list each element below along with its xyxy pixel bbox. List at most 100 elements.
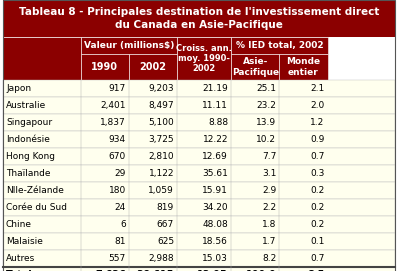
Text: Autres: Autres bbox=[6, 254, 35, 263]
Text: 0.7: 0.7 bbox=[310, 254, 325, 263]
Bar bbox=[231, 54, 279, 80]
Bar bbox=[81, 37, 177, 54]
Text: 15.03: 15.03 bbox=[202, 254, 228, 263]
Text: 3,725: 3,725 bbox=[148, 135, 174, 144]
Text: 7,636: 7,636 bbox=[95, 270, 126, 271]
Text: 21.19: 21.19 bbox=[203, 84, 228, 93]
Bar bbox=[129, 54, 177, 80]
Text: 1,837: 1,837 bbox=[100, 118, 126, 127]
Text: Indonésie: Indonésie bbox=[6, 135, 50, 144]
Text: 12.22: 12.22 bbox=[203, 135, 228, 144]
Bar bbox=[3, 114, 395, 131]
Text: 0.3: 0.3 bbox=[310, 169, 325, 178]
Bar bbox=[3, 267, 395, 271]
Bar bbox=[3, 37, 81, 80]
Text: 25.1: 25.1 bbox=[256, 84, 276, 93]
Text: Total: Total bbox=[6, 270, 33, 271]
Text: 557: 557 bbox=[109, 254, 126, 263]
Text: 15.91: 15.91 bbox=[202, 186, 228, 195]
Text: Malaisie: Malaisie bbox=[6, 237, 43, 246]
Bar bbox=[3, 80, 395, 97]
Text: 2,810: 2,810 bbox=[148, 152, 174, 161]
Text: 34.20: 34.20 bbox=[203, 203, 228, 212]
Text: 1,122: 1,122 bbox=[148, 169, 174, 178]
Text: 2,401: 2,401 bbox=[100, 101, 126, 110]
Bar bbox=[177, 37, 231, 80]
Text: Asie-
Pacifique: Asie- Pacifique bbox=[232, 57, 279, 77]
Text: 36,615: 36,615 bbox=[137, 270, 174, 271]
Text: 9,203: 9,203 bbox=[148, 84, 174, 93]
Bar bbox=[3, 233, 395, 250]
Text: Monde
entier: Monde entier bbox=[287, 57, 320, 77]
Text: 670: 670 bbox=[109, 152, 126, 161]
Text: Australie: Australie bbox=[6, 101, 46, 110]
Bar bbox=[231, 37, 328, 54]
Bar bbox=[279, 54, 328, 80]
Text: 625: 625 bbox=[157, 237, 174, 246]
Text: Tableau 8 - Principales destination de l'investissement direct
du Canada en Asie: Tableau 8 - Principales destination de l… bbox=[19, 7, 379, 30]
Text: Corée du Sud: Corée du Sud bbox=[6, 203, 67, 212]
Text: 81: 81 bbox=[114, 237, 126, 246]
Text: Nlle-Zélande: Nlle-Zélande bbox=[6, 186, 64, 195]
Text: Thaïlande: Thaïlande bbox=[6, 169, 51, 178]
Text: 0.2: 0.2 bbox=[310, 186, 325, 195]
Text: 0.9: 0.9 bbox=[310, 135, 325, 144]
Text: Croiss. ann.
moy. 1990-
2002: Croiss. ann. moy. 1990- 2002 bbox=[176, 44, 232, 73]
Text: 2,988: 2,988 bbox=[148, 254, 174, 263]
Bar bbox=[3, 97, 395, 114]
Text: Chine: Chine bbox=[6, 220, 32, 229]
Text: 0.2: 0.2 bbox=[310, 203, 325, 212]
Text: 819: 819 bbox=[157, 203, 174, 212]
Text: 18.56: 18.56 bbox=[202, 237, 228, 246]
Text: 2.9: 2.9 bbox=[262, 186, 276, 195]
Bar bbox=[3, 182, 395, 199]
Text: 6: 6 bbox=[120, 220, 126, 229]
Text: 7.7: 7.7 bbox=[262, 152, 276, 161]
Text: 48.08: 48.08 bbox=[203, 220, 228, 229]
Text: 24: 24 bbox=[115, 203, 126, 212]
Text: 12.69: 12.69 bbox=[203, 152, 228, 161]
Text: 667: 667 bbox=[157, 220, 174, 229]
Text: 5,100: 5,100 bbox=[148, 118, 174, 127]
Text: 1,059: 1,059 bbox=[148, 186, 174, 195]
Text: 13.9: 13.9 bbox=[256, 118, 276, 127]
Text: 13.95: 13.95 bbox=[197, 270, 228, 271]
Text: 11.11: 11.11 bbox=[202, 101, 228, 110]
Bar bbox=[3, 148, 395, 165]
Text: 29: 29 bbox=[115, 169, 126, 178]
Text: Japon: Japon bbox=[6, 84, 31, 93]
Bar bbox=[3, 131, 395, 148]
Text: 1.2: 1.2 bbox=[310, 118, 325, 127]
Text: 23.2: 23.2 bbox=[256, 101, 276, 110]
Bar bbox=[3, 250, 395, 267]
Text: 2.1: 2.1 bbox=[310, 84, 325, 93]
Text: 180: 180 bbox=[109, 186, 126, 195]
Text: Hong Kong: Hong Kong bbox=[6, 152, 55, 161]
Text: 10.2: 10.2 bbox=[256, 135, 276, 144]
Text: 3.1: 3.1 bbox=[262, 169, 276, 178]
Bar bbox=[3, 165, 395, 182]
Bar bbox=[3, 216, 395, 233]
Text: 8.88: 8.88 bbox=[208, 118, 228, 127]
Text: 934: 934 bbox=[109, 135, 126, 144]
Text: 2.2: 2.2 bbox=[262, 203, 276, 212]
Text: 8.5: 8.5 bbox=[307, 270, 325, 271]
Text: 35.61: 35.61 bbox=[202, 169, 228, 178]
Bar bbox=[81, 54, 129, 80]
Text: 1990: 1990 bbox=[91, 62, 118, 72]
Text: 8,497: 8,497 bbox=[148, 101, 174, 110]
Text: 1.8: 1.8 bbox=[262, 220, 276, 229]
Text: 100.0: 100.0 bbox=[246, 270, 276, 271]
Text: Singapour: Singapour bbox=[6, 118, 52, 127]
Text: 2.0: 2.0 bbox=[310, 101, 325, 110]
Text: % IED total, 2002: % IED total, 2002 bbox=[236, 41, 323, 50]
Text: 917: 917 bbox=[109, 84, 126, 93]
Text: Valeur (millions$): Valeur (millions$) bbox=[84, 41, 174, 50]
Bar bbox=[3, 0, 395, 37]
Text: 2002: 2002 bbox=[139, 62, 166, 72]
Text: 8.2: 8.2 bbox=[262, 254, 276, 263]
Text: 0.1: 0.1 bbox=[310, 237, 325, 246]
Text: 1.7: 1.7 bbox=[262, 237, 276, 246]
Text: 0.2: 0.2 bbox=[310, 220, 325, 229]
Text: 0.7: 0.7 bbox=[310, 152, 325, 161]
